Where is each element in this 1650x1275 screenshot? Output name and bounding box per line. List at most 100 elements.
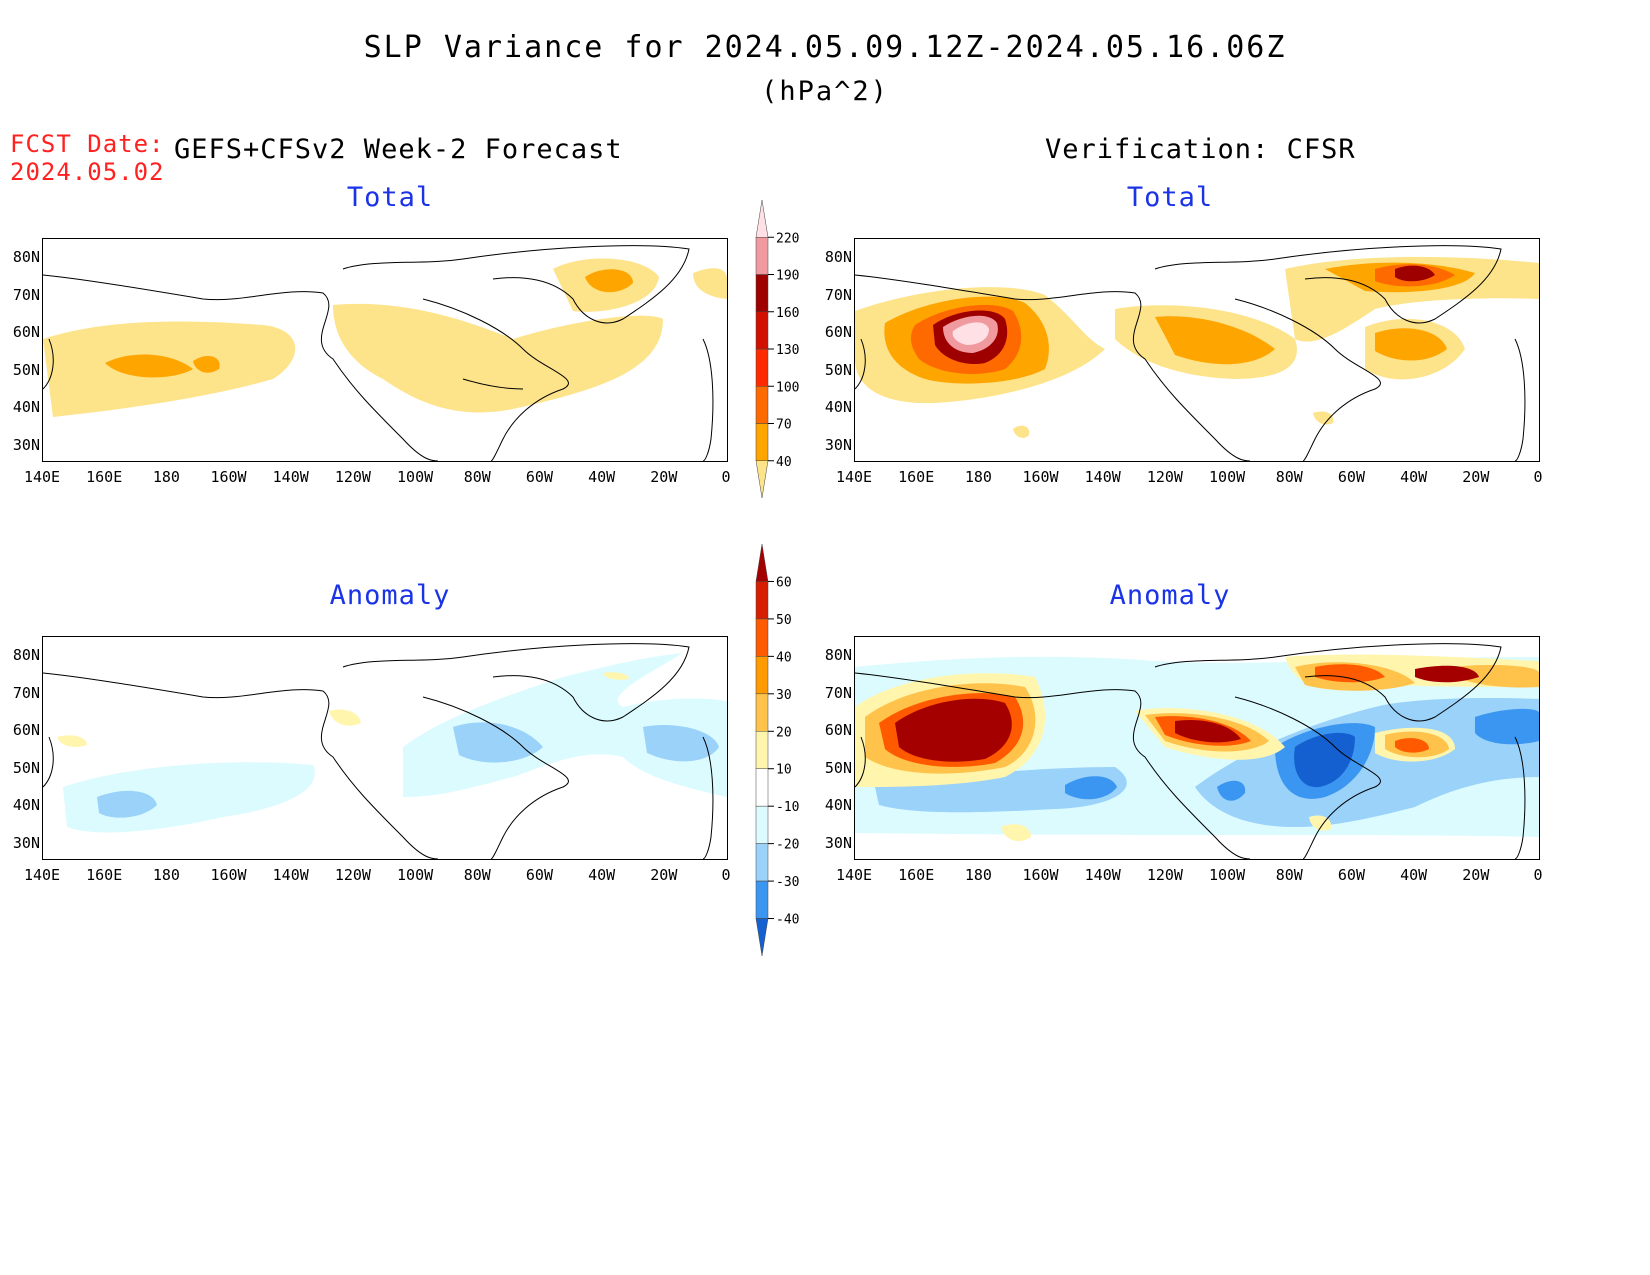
lon-tick-label: 140W	[1084, 866, 1121, 884]
lat-tick-label: 40N	[824, 398, 852, 416]
colorbar-swatch	[755, 880, 769, 919]
panel-title-verification-anomaly: Anomaly	[1109, 580, 1231, 611]
lat-tick-label: 80N	[824, 248, 852, 266]
lat-tick-label: 80N	[824, 646, 852, 664]
lat-tick-label: 30N	[12, 833, 40, 852]
fcst-date-value: 2024.05.02	[10, 158, 165, 186]
lon-tick-label: 140E	[835, 468, 873, 486]
lon-tick-label: 160E	[86, 468, 123, 486]
lon-tick-label: 60W	[525, 468, 553, 486]
units-label: (hPa^2)	[761, 76, 889, 107]
lat-tick-label: 70N	[12, 285, 40, 304]
map-verification-total	[854, 238, 1540, 462]
lat-tick-label: 60N	[824, 323, 852, 341]
lon-tick-label: 40W	[1400, 866, 1428, 884]
lon-tick-label: 140W	[272, 866, 309, 884]
map-verification-anomaly	[854, 636, 1540, 860]
colorbar-label: 30	[776, 688, 792, 703]
colorbar-swatch	[755, 618, 769, 657]
lon-tick-label: 80W	[463, 866, 491, 884]
colorbar-swatch	[755, 237, 769, 275]
lon-tick-label: 140W	[1084, 468, 1121, 486]
lon-tick-label: 20W	[650, 468, 678, 486]
lon-tick-label: 40W	[588, 468, 616, 486]
lat-tick-label: 30N	[824, 833, 852, 852]
lon-tick-label: 40W	[1400, 468, 1428, 486]
lon-tick-label: 160W	[1022, 866, 1059, 884]
colorbar-label: 130	[776, 343, 799, 358]
lat-tick-label: 70N	[824, 285, 852, 304]
lat-tick-label: 60N	[824, 721, 852, 739]
colorbar-label: 190	[776, 269, 799, 284]
lat-tick-label: 80N	[12, 248, 40, 266]
map-forecast-total	[42, 238, 728, 462]
colorbar-total: 40 70 100 130 160 190 220	[752, 196, 812, 502]
fcst-date-label: FCST Date:	[10, 130, 165, 158]
colorbar-swatch	[755, 731, 769, 769]
lat-tick-label: 50N	[12, 758, 40, 777]
lon-tick-label: 180	[152, 866, 180, 884]
lon-tick-label: 180	[964, 866, 992, 884]
lon-tick-label: 120W	[334, 468, 371, 486]
verification-heading: Verification: CFSR	[1045, 134, 1356, 165]
lon-tick-label: 20W	[1462, 468, 1490, 486]
colorbar-label: 50	[776, 613, 792, 628]
lat-tick-label: 60N	[12, 323, 40, 341]
colorbar-label: 100	[776, 380, 799, 395]
lon-tick-label: 120W	[1146, 866, 1183, 884]
colorbar-swatch	[755, 386, 769, 424]
colorbar-label: -20	[776, 838, 799, 853]
colorbar-swatch	[755, 348, 769, 387]
lat-tick-label: 40N	[12, 398, 40, 416]
lat-tick-label: 40N	[824, 796, 852, 814]
forecast-heading: GEFS+CFSv2 Week-2 Forecast	[174, 134, 623, 165]
panel-title-forecast-anomaly: Anomaly	[329, 580, 451, 611]
colorbar-swatch	[755, 805, 769, 844]
lon-tick-label: 0	[1533, 468, 1543, 486]
colorbar-label: 160	[776, 306, 799, 321]
lon-tick-label: 80W	[1275, 866, 1303, 884]
colorbar-swatch	[755, 311, 769, 350]
lon-tick-label: 140W	[272, 468, 309, 486]
lon-tick-label: 0	[1533, 866, 1543, 884]
lon-tick-label: 80W	[463, 468, 491, 486]
lon-tick-label: 60W	[525, 866, 553, 884]
lon-tick-label: 0	[721, 468, 731, 486]
lat-tick-label: 50N	[824, 360, 852, 379]
colorbar-anomaly: 60 50 40 30 20 10 -10 -20 -30 -40	[752, 540, 812, 960]
chart-title: SLP Variance for 2024.05.09.12Z-2024.05.…	[363, 30, 1287, 65]
lon-tick-label: 120W	[1146, 468, 1183, 486]
lat-tick-label: 70N	[824, 683, 852, 702]
colorbar-swatch	[755, 423, 769, 461]
lon-tick-label: 180	[964, 468, 992, 486]
lat-tick-label: 60N	[12, 721, 40, 739]
lat-tick-label: 40N	[12, 796, 40, 814]
lon-tick-label: 60W	[1337, 468, 1365, 486]
colorbar-swatch	[755, 460, 769, 499]
lat-tick-label: 80N	[12, 646, 40, 664]
lat-tick-label: 50N	[12, 360, 40, 379]
lon-tick-label: 160W	[1022, 468, 1059, 486]
colorbar-label: -30	[776, 875, 799, 890]
colorbar-swatch	[755, 581, 769, 620]
lon-tick-label: 140E	[835, 866, 873, 884]
colorbar-swatch	[755, 656, 769, 695]
lon-tick-label: 20W	[650, 866, 678, 884]
lon-tick-label: 100W	[1209, 468, 1246, 486]
lon-tick-label: 20W	[1462, 866, 1490, 884]
colorbar-label: 40	[776, 650, 792, 665]
lon-tick-label: 0	[721, 866, 731, 884]
colorbar-swatch	[755, 693, 769, 732]
lon-tick-label: 60W	[1337, 866, 1365, 884]
colorbar-swatch	[755, 274, 769, 312]
lon-tick-label: 160E	[898, 468, 935, 486]
lon-tick-label: 140E	[23, 468, 61, 486]
map-forecast-anomaly	[42, 636, 728, 860]
panel-title-verification-total: Total	[1126, 182, 1214, 213]
colorbar-swatch	[755, 199, 769, 238]
colorbar-label: 40	[776, 455, 792, 470]
lat-tick-label: 70N	[12, 683, 40, 702]
colorbar-label: 220	[776, 231, 799, 246]
lat-tick-label: 30N	[824, 435, 852, 454]
colorbar-label: 10	[776, 763, 792, 778]
